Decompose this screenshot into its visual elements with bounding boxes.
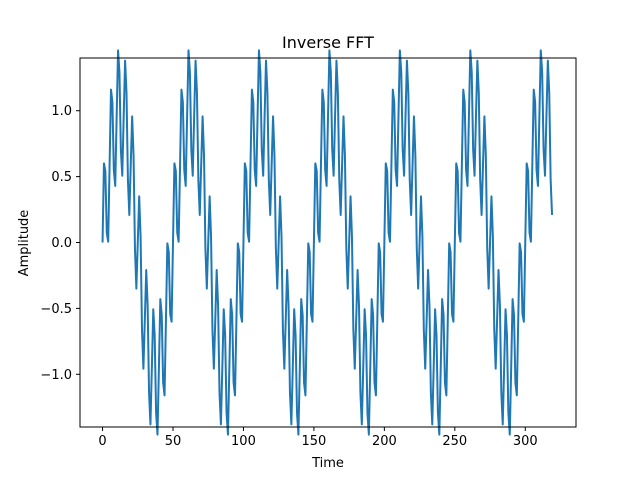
- plot-frame: [79, 57, 577, 428]
- series-group: [101, 49, 554, 436]
- y-tick-label: −0.5: [40, 302, 72, 317]
- y-tick-label: −1.0: [40, 368, 72, 383]
- series-line-0: [101, 49, 554, 436]
- y-axis-label: Amplitude: [17, 210, 32, 277]
- x-tick-label: 300: [513, 434, 538, 449]
- x-tick-label: 0: [98, 434, 106, 449]
- y-tick-label: 0.5: [51, 170, 72, 185]
- x-tick-label: 200: [372, 434, 397, 449]
- x-tick-label: 100: [231, 434, 256, 449]
- x-tick-label: 50: [165, 434, 182, 449]
- y-tick-label: 1.0: [51, 104, 72, 119]
- x-axis-label: Time: [311, 456, 344, 471]
- axis-ticks: 0 50 100 150 200 250 300 1.0 0.5 0.0 −0.5 −1.0: [40, 104, 537, 449]
- x-tick-label: 250: [442, 434, 467, 449]
- y-tick-label: 0.0: [51, 236, 72, 251]
- chart-title: Inverse FFT: [282, 33, 374, 52]
- x-tick-label: 150: [301, 434, 326, 449]
